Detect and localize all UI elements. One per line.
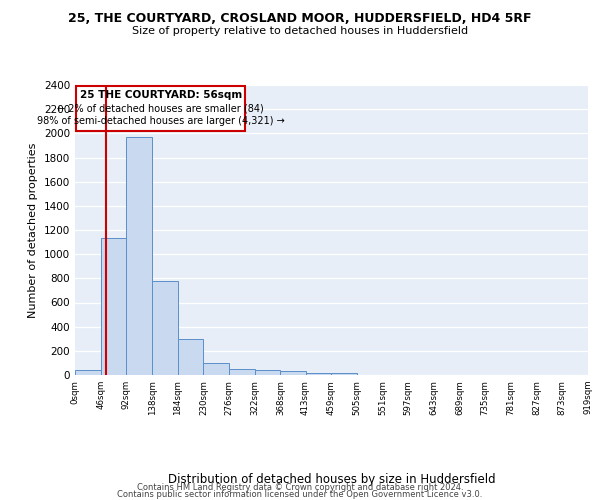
Text: 25 THE COURTYARD: 56sqm: 25 THE COURTYARD: 56sqm: [80, 90, 242, 100]
Bar: [152, 281, 178, 375]
Text: Size of property relative to detached houses in Huddersfield: Size of property relative to detached ho…: [132, 26, 468, 36]
Text: 25, THE COURTYARD, CROSLAND MOOR, HUDDERSFIELD, HD4 5RF: 25, THE COURTYARD, CROSLAND MOOR, HUDDER…: [68, 12, 532, 26]
Bar: [280, 372, 305, 375]
Bar: [75, 370, 101, 375]
FancyBboxPatch shape: [76, 86, 245, 131]
Text: 98% of semi-detached houses are larger (4,321) →: 98% of semi-detached houses are larger (…: [37, 116, 284, 126]
X-axis label: Distribution of detached houses by size in Huddersfield: Distribution of detached houses by size …: [167, 473, 496, 486]
Text: ← 2% of detached houses are smaller (84): ← 2% of detached houses are smaller (84): [58, 104, 264, 114]
Text: Contains HM Land Registry data © Crown copyright and database right 2024.: Contains HM Land Registry data © Crown c…: [137, 484, 463, 492]
Bar: [203, 363, 229, 375]
Y-axis label: Number of detached properties: Number of detached properties: [28, 142, 38, 318]
Bar: [255, 370, 280, 375]
Bar: [331, 372, 357, 375]
Text: Contains public sector information licensed under the Open Government Licence v3: Contains public sector information licen…: [118, 490, 482, 499]
Bar: [178, 339, 203, 375]
Bar: [101, 238, 127, 375]
Bar: [305, 372, 331, 375]
Bar: [229, 369, 255, 375]
Bar: [127, 137, 152, 375]
